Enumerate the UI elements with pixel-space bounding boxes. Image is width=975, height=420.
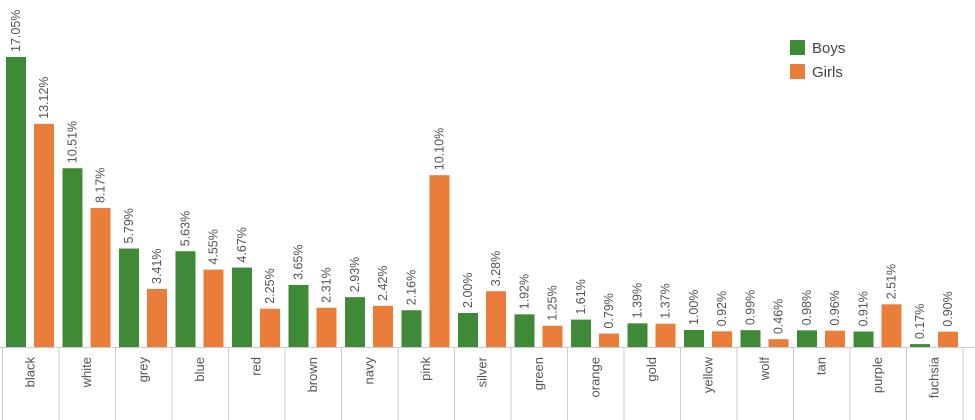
legend: Boys Girls — [790, 40, 845, 81]
value-label-boys-brown: 3.65% — [292, 244, 306, 279]
bar-girls-yellow — [712, 331, 732, 347]
bar-boys-white — [62, 168, 83, 347]
value-label-boys-silver: 2.00% — [461, 273, 475, 308]
value-label-girls-red: 2.25% — [263, 268, 277, 303]
category-label-fuchsia: fuchsia — [926, 356, 941, 398]
category-label-wolf: wolf — [757, 357, 772, 382]
bar-girls-grey — [147, 289, 167, 347]
bar-boys-orange — [571, 319, 591, 347]
category-label-red: red — [248, 357, 263, 376]
value-label-boys-purple: 0.91% — [857, 291, 871, 326]
bar-girls-red — [260, 308, 280, 347]
category-label-white: white — [79, 357, 94, 388]
category-label-purple: purple — [870, 357, 885, 393]
category-label-tan: tan — [813, 357, 828, 375]
category-label-yellow: yellow — [700, 356, 715, 393]
value-label-girls-pink: 10.10% — [433, 128, 447, 170]
value-label-girls-yellow: 0.92% — [715, 291, 729, 326]
value-label-girls-black: 13.12% — [37, 76, 51, 118]
bar-girls-wolf — [768, 339, 789, 347]
value-label-boys-wolf: 0.99% — [744, 290, 758, 325]
value-label-girls-fuchsia: 0.90% — [941, 291, 955, 326]
bar-boys-fuchsia — [910, 344, 930, 347]
bar-girls-tan — [825, 330, 845, 347]
bar-boys-tan — [797, 330, 817, 347]
bars-layer — [6, 57, 958, 347]
bar-girls-brown — [316, 307, 337, 347]
bar-boys-silver — [458, 312, 478, 347]
value-label-boys-yellow: 1.00% — [687, 290, 701, 325]
bar-boys-blue — [175, 251, 196, 347]
value-label-girls-grey: 3.41% — [150, 249, 164, 284]
category-label-navy: navy — [361, 357, 376, 385]
value-label-girls-tan: 0.96% — [828, 290, 842, 325]
value-label-girls-blue: 4.55% — [207, 229, 221, 264]
category-labels-layer: black white grey blue red brown navy pink silver… — [22, 356, 941, 398]
value-label-girls-navy: 2.42% — [376, 265, 390, 300]
value-label-boys-blue: 5.63% — [179, 211, 193, 246]
legend-label-boys: Boys — [812, 40, 845, 57]
bar-girls-black — [34, 123, 54, 347]
category-label-orange: orange — [587, 357, 602, 397]
bar-boys-pink — [401, 310, 422, 347]
bar-boys-purple — [853, 331, 874, 347]
bar-girls-purple — [881, 304, 902, 347]
value-label-boys-fuchsia: 0.17% — [913, 304, 927, 339]
bar-girls-silver — [486, 291, 506, 347]
value-label-boys-pink: 2.16% — [405, 270, 419, 305]
bar-girls-pink — [429, 175, 450, 347]
legend-swatch-girls — [790, 64, 805, 79]
bar-girls-gold — [655, 323, 676, 347]
category-label-green: green — [531, 357, 546, 390]
value-label-boys-white: 10.51% — [66, 121, 80, 163]
x-axis — [0, 347, 975, 420]
value-label-girls-green: 1.25% — [546, 285, 560, 320]
bar-boys-red — [232, 267, 252, 347]
value-label-girls-orange: 0.79% — [602, 293, 616, 328]
bar-girls-white — [90, 208, 111, 347]
value-label-boys-gold: 1.39% — [631, 283, 645, 318]
category-label-grey: grey — [135, 357, 150, 383]
bar-boys-brown — [288, 284, 309, 347]
category-label-gold: gold — [644, 357, 659, 382]
value-label-boys-black: 17.05% — [9, 10, 23, 52]
bar-boys-grey — [119, 248, 139, 347]
value-label-girls-gold: 1.37% — [659, 283, 673, 318]
bar-boys-navy — [345, 297, 365, 347]
bar-boys-yellow — [684, 329, 704, 347]
bar-girls-navy — [373, 305, 393, 347]
value-label-boys-navy: 2.93% — [348, 257, 362, 292]
value-label-girls-brown: 2.31% — [320, 267, 334, 302]
category-label-black: black — [22, 357, 37, 388]
bar-boys-black — [6, 57, 26, 347]
category-label-blue: blue — [192, 357, 207, 382]
value-label-girls-white: 8.17% — [94, 168, 108, 203]
value-label-boys-tan: 0.98% — [800, 290, 814, 325]
category-label-brown: brown — [305, 357, 320, 392]
value-label-girls-purple: 2.51% — [885, 264, 899, 299]
bar-boys-gold — [627, 323, 648, 347]
value-label-boys-green: 1.92% — [518, 274, 532, 309]
value-labels-layer: 17.05% 13.12% 10.51% 8.17% 5.79% 3.41% 5.63% 4.… — [9, 10, 955, 340]
value-label-boys-grey: 5.79% — [122, 208, 136, 243]
bar-boys-green — [514, 314, 535, 347]
bar-girls-orange — [599, 333, 619, 347]
value-label-boys-red: 4.67% — [235, 227, 249, 262]
value-label-girls-silver: 3.28% — [489, 251, 503, 286]
bar-girls-green — [542, 325, 563, 347]
bar-girls-blue — [203, 269, 224, 347]
category-label-silver: silver — [474, 356, 489, 387]
value-label-boys-orange: 1.61% — [574, 279, 588, 314]
bar-boys-wolf — [740, 330, 761, 347]
category-label-pink: pink — [418, 357, 433, 381]
bar-girls-fuchsia — [938, 331, 958, 347]
legend-label-girls: Girls — [812, 64, 843, 81]
value-label-girls-wolf: 0.46% — [772, 299, 786, 334]
legend-swatch-boys — [790, 40, 805, 55]
